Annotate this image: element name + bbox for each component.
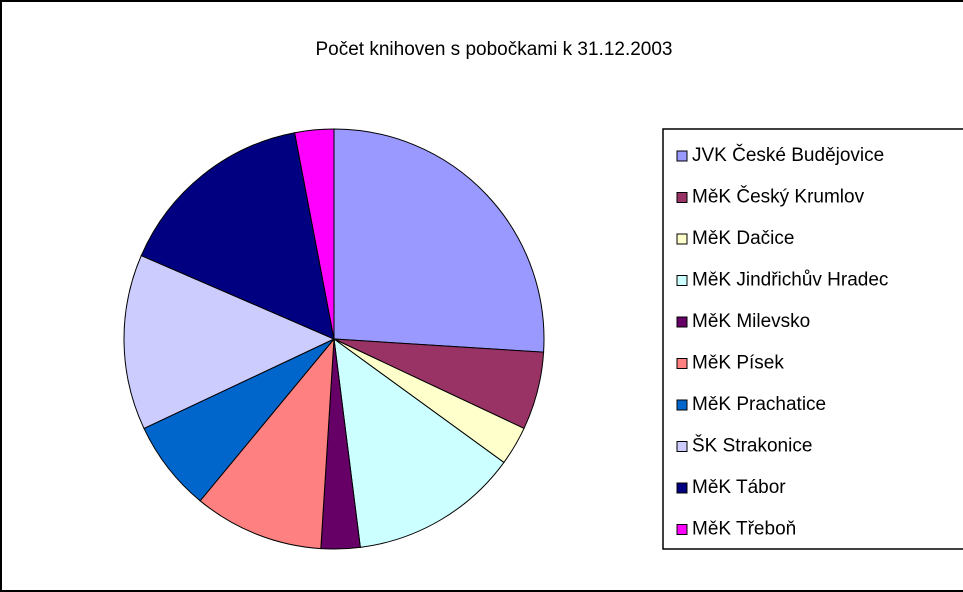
legend-swatch — [676, 441, 688, 452]
legend-label: MěK Prachatice — [692, 394, 826, 415]
legend-label: MěK Milevsko — [692, 311, 810, 332]
legend-swatch — [676, 524, 688, 535]
legend-swatch — [676, 316, 688, 328]
legend-swatch — [676, 150, 688, 162]
pie-slice — [294, 128, 335, 340]
legend-label: JVK České Budějovice — [692, 144, 884, 166]
legend-label: MěK Jindřichův Hradec — [692, 270, 888, 291]
legend-swatch — [676, 192, 688, 203]
legend-label: MěK Tábor — [692, 477, 786, 498]
pie-slice — [199, 337, 335, 550]
legend-label: ŠK Strakonice — [692, 435, 812, 457]
legend-label: MěK Třeboň — [692, 519, 796, 540]
pie-slice — [333, 128, 545, 353]
legend-label: MěK Český Krumlov — [692, 186, 865, 208]
legend-swatch — [676, 358, 688, 369]
chart-title: Počet knihoven s pobočkami k 31.12.2003 — [315, 39, 672, 60]
legend-label: MěK Písek — [692, 353, 784, 374]
legend-swatch — [676, 233, 688, 245]
pie-slice — [123, 254, 336, 430]
legend-swatch — [676, 399, 688, 411]
legend-swatch — [676, 482, 688, 494]
pie-slice — [333, 337, 505, 548]
legend-label: MěK Dačice — [692, 228, 794, 249]
legend-box — [662, 128, 963, 550]
legend-swatch — [676, 275, 688, 286]
pie-slice — [140, 132, 335, 340]
